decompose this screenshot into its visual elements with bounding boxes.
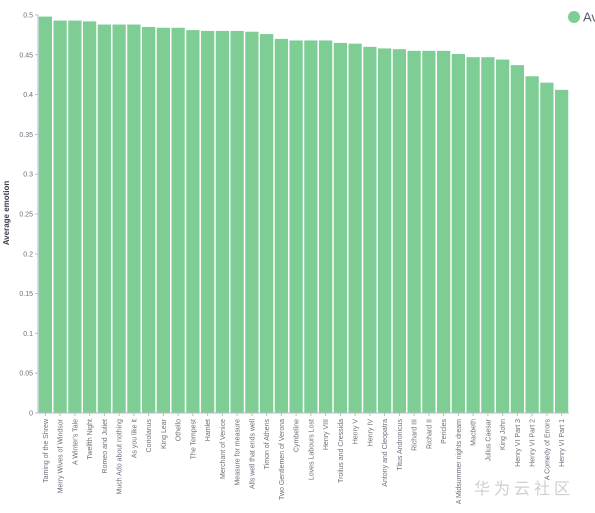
- bar[interactable]: [540, 82, 554, 413]
- y-tick-label: 0.15: [19, 291, 33, 298]
- bar[interactable]: [230, 30, 244, 413]
- x-tick-label: Much Ado about nothing: [117, 419, 124, 495]
- x-tick-label: Henry V: [353, 419, 360, 445]
- y-tick-label: 0.4: [23, 92, 33, 99]
- x-tick-label: A Winter's Tale: [72, 419, 79, 465]
- bar[interactable]: [333, 42, 347, 414]
- x-tick-label: Merry Wives of Windsor: [58, 418, 65, 493]
- legend-label[interactable]: Av: [583, 10, 595, 25]
- x-tick-label: Two Gentlemen of Verona: [279, 419, 286, 500]
- x-tick-label: Henry VI Part 3: [515, 419, 522, 467]
- y-tick-label: 0.25: [19, 212, 33, 219]
- x-tick-label: Troilus and Cressida: [338, 419, 345, 483]
- bar[interactable]: [53, 20, 67, 413]
- bar[interactable]: [260, 34, 274, 413]
- watermark: 华为云社区: [474, 479, 574, 498]
- bar[interactable]: [68, 20, 82, 413]
- bar[interactable]: [451, 54, 465, 413]
- bar[interactable]: [525, 76, 539, 413]
- bar[interactable]: [466, 57, 480, 413]
- x-tick-label: Richard II: [426, 419, 433, 449]
- legend[interactable]: Av: [568, 10, 595, 25]
- bar[interactable]: [127, 24, 141, 414]
- x-tick-label: Antony and Cleopatra: [382, 419, 389, 487]
- y-tick-label: 0.1: [23, 331, 33, 338]
- y-axis-label: Average emotion: [2, 181, 11, 246]
- bar[interactable]: [363, 46, 377, 414]
- bar[interactable]: [171, 27, 185, 414]
- x-tick-label: A Midsummer nights dream: [456, 419, 463, 504]
- bar[interactable]: [348, 43, 362, 413]
- bar[interactable]: [83, 21, 97, 414]
- bar[interactable]: [378, 48, 392, 414]
- bar[interactable]: [245, 31, 259, 413]
- x-tick-label: As you like it: [131, 419, 138, 458]
- x-tick-label: Merchant of Venice: [220, 419, 227, 479]
- bar[interactable]: [392, 49, 406, 413]
- x-tick-label: Alls well that ends well: [249, 419, 256, 489]
- x-tick-label: Richard III: [412, 419, 419, 451]
- bar[interactable]: [186, 30, 200, 414]
- y-tick-label: 0.2: [23, 251, 33, 258]
- bar[interactable]: [304, 40, 318, 413]
- x-tick-label: Measure for measure: [235, 419, 242, 486]
- bar[interactable]: [97, 24, 111, 414]
- legend-swatch[interactable]: [568, 11, 580, 23]
- x-tick-label: King John: [500, 419, 507, 450]
- y-tick-label: 0.45: [19, 52, 33, 59]
- x-tick-label: Romeo and Juliet: [102, 419, 109, 474]
- bar[interactable]: [38, 16, 52, 414]
- x-axis: Taming of the Shrew Merry Wives of Windso…: [38, 412, 569, 504]
- x-tick-label: The Tempest: [190, 419, 197, 459]
- bar[interactable]: [142, 26, 156, 413]
- y-tick-label: 0: [29, 411, 33, 418]
- bar[interactable]: [437, 50, 451, 413]
- bar[interactable]: [274, 38, 288, 413]
- bars-layer: [38, 16, 569, 414]
- bar[interactable]: [319, 40, 333, 413]
- x-tick-label: Henry VIII: [323, 419, 330, 450]
- x-tick-label: Macbeth: [471, 419, 478, 446]
- bar[interactable]: [510, 65, 524, 414]
- x-tick-label: Hamlet: [205, 419, 212, 441]
- x-tick-label: Taming of the Shrew: [43, 418, 50, 483]
- y-axis: 0 0.05 0.1 0.15 0.2 0.25 0.3 0.35 0.4 0.45 0.5: [19, 13, 39, 418]
- bar[interactable]: [215, 30, 229, 413]
- x-tick-label: Othello: [176, 419, 183, 441]
- y-tick-label: 0.3: [23, 172, 33, 179]
- bar[interactable]: [555, 89, 569, 413]
- y-tick-label: 0.5: [23, 13, 33, 20]
- y-tick-label: 0.05: [19, 371, 33, 378]
- bar[interactable]: [422, 50, 436, 413]
- x-tick-label: Cymbeline: [294, 419, 301, 452]
- x-tick-label: Titus Andronicus: [397, 419, 404, 471]
- bar[interactable]: [156, 27, 170, 414]
- bar[interactable]: [496, 59, 510, 413]
- x-tick-label: King Lear: [161, 418, 168, 449]
- x-tick-label: Henry VI Part 2: [530, 419, 537, 467]
- bar[interactable]: [289, 40, 303, 413]
- x-tick-label: Coriolanus: [146, 419, 153, 453]
- x-tick-label: A Comedy of Errors: [544, 419, 551, 481]
- x-tick-label: Henry IV: [367, 419, 374, 447]
- bar[interactable]: [481, 57, 495, 413]
- x-tick-label: Twelfth Night: [87, 419, 94, 460]
- y-tick-label: 0.35: [19, 132, 33, 139]
- x-tick-label: Loves Labours Lost: [308, 419, 315, 480]
- x-tick-label: Pericles: [441, 419, 448, 444]
- x-tick-label: Julius Caesar: [485, 418, 492, 461]
- x-tick-label: Henry VI Part 1: [559, 419, 566, 467]
- bar[interactable]: [201, 30, 215, 413]
- bar[interactable]: [112, 24, 126, 414]
- bar[interactable]: [407, 50, 421, 413]
- x-tick-label: Timon of Athens: [264, 419, 271, 470]
